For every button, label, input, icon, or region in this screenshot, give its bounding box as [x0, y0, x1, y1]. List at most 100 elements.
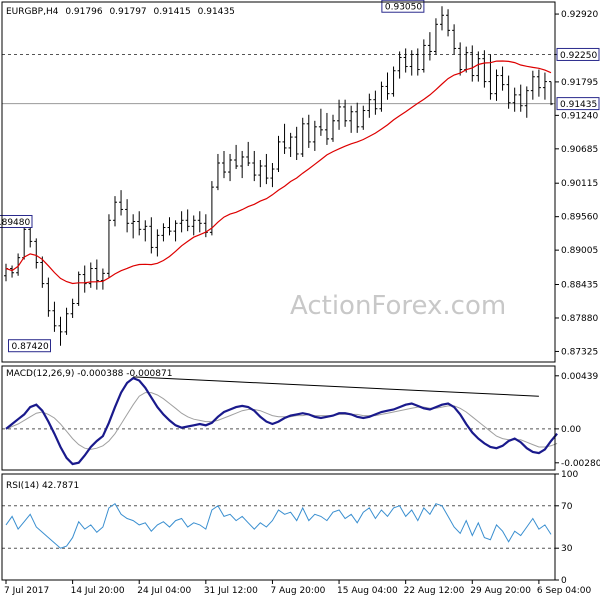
- macd-label: MACD(12,26,9) -0.000388 -0.000871: [6, 369, 172, 379]
- chart-ohlc-low: 0.91415: [154, 7, 191, 17]
- price-tick-label: 0.89560: [561, 213, 598, 223]
- candle: [246, 141, 251, 167]
- price-tick-label: 0.92920: [561, 10, 598, 20]
- candle: [524, 86, 529, 118]
- price-label-box: [381, 0, 425, 13]
- candle: [337, 99, 342, 130]
- candle: [373, 90, 378, 115]
- moving-average-line: [5, 60, 552, 285]
- candle: [119, 190, 124, 216]
- rsi-line: [5, 502, 552, 549]
- rsi-label: RSI(14) 42.7871: [6, 481, 79, 491]
- candle: [264, 153, 269, 185]
- candle: [282, 123, 287, 154]
- candle: [46, 277, 51, 317]
- candle: [222, 150, 226, 179]
- price-tick-label: 0.90115: [561, 179, 598, 189]
- candle: [4, 263, 8, 282]
- price-tick-label: 0.90685: [561, 145, 598, 155]
- candle: [482, 50, 487, 88]
- candle: [149, 217, 154, 254]
- candle: [361, 105, 366, 130]
- candle: [536, 69, 541, 97]
- chart-ohlc-close: 0.91435: [198, 7, 235, 17]
- chart-ohlc-open: 0.91796: [65, 7, 102, 17]
- candle: [10, 265, 15, 278]
- candle: [185, 209, 190, 232]
- x-tick-label: 29 Aug 20:00: [470, 586, 531, 596]
- candle: [215, 153, 220, 191]
- macd-tick-label: -0.002805: [561, 459, 600, 469]
- rsi-tick-label: 70: [561, 502, 573, 512]
- macd-tick-label: 0.00: [561, 425, 581, 435]
- candle: [40, 256, 45, 288]
- candle: [70, 298, 75, 318]
- price-label-box: [8, 339, 51, 353]
- candle: [155, 229, 160, 257]
- x-axis: 7 Jul 2017 14 Jul 20:00 24 Jul 04:00 31 Jul…: [4, 580, 592, 596]
- price-tick-label: 0.87880: [561, 314, 598, 324]
- candle: [276, 135, 281, 173]
- candle: [452, 24, 457, 55]
- candle: [476, 51, 481, 82]
- candle: [125, 199, 130, 233]
- price-tick-label: 0.89005: [561, 246, 598, 256]
- candle: [440, 6, 444, 31]
- chart-ohlc-high: 0.91797: [109, 7, 146, 17]
- candle: [173, 220, 178, 242]
- candle: [203, 214, 208, 238]
- candle: [500, 66, 505, 91]
- chart-header: EURGBP,H4 0.91796 0.91797 0.91415 0.9143…: [6, 7, 235, 17]
- price-label-text: 0.91435: [560, 100, 597, 110]
- x-tick-label: 6 Sep 04:00: [537, 586, 592, 596]
- candle: [240, 150, 245, 179]
- candle: [549, 81, 553, 106]
- macd-tick-label: 0.00439: [561, 372, 598, 382]
- candle: [391, 66, 396, 97]
- candle: [288, 132, 293, 157]
- candle: [82, 265, 87, 293]
- macd-signal-line: [5, 392, 558, 450]
- price-panel: 0.92920 0.92250 0.91795 0.91240 0.90685 0.901…: [0, 0, 600, 357]
- macd-main-line: [5, 376, 558, 466]
- candle: [137, 211, 142, 236]
- chart-symbol: EURGBP,H4: [6, 7, 59, 17]
- x-tick-label: 14 Jul 20:00: [71, 586, 125, 596]
- candle: [64, 307, 69, 335]
- price-label-text: 0.92250: [560, 51, 597, 61]
- x-tick-label: 31 Jul 12:00: [204, 586, 258, 596]
- candle: [131, 214, 136, 239]
- candle: [355, 102, 360, 133]
- candle: [446, 9, 451, 37]
- candle: [106, 214, 111, 278]
- panel-frame: [1, 365, 556, 471]
- candle: [258, 159, 263, 188]
- candle: [415, 48, 420, 76]
- macd-panel: 0.00439 0.00 -0.002805: [2, 372, 600, 469]
- candle: [209, 181, 214, 236]
- price-label-box: [0, 214, 33, 228]
- candle: [28, 224, 33, 248]
- price-label: 0.87420: [8, 339, 51, 353]
- x-tick-label: 7 Aug 20:00: [270, 586, 325, 596]
- candle: [113, 196, 117, 227]
- candle: [88, 262, 93, 288]
- candle: [143, 220, 148, 242]
- price-tick-label: 0.91795: [561, 78, 598, 88]
- candle: [294, 126, 299, 160]
- price-tick-label: 0.88435: [561, 281, 598, 291]
- candle: [488, 54, 493, 100]
- price-label: 0.89480: [0, 214, 33, 228]
- panel-frames: [1, 1, 556, 581]
- candle: [16, 253, 21, 276]
- candle: [542, 72, 547, 100]
- candle: [349, 105, 354, 133]
- candle: [306, 114, 311, 148]
- price-label: 0.93050: [381, 0, 425, 13]
- candle: [409, 50, 414, 76]
- candle: [228, 153, 233, 182]
- candle: [512, 87, 517, 112]
- rsi-panel: 100 70 30 0: [2, 470, 578, 586]
- rsi-tick-label: 30: [561, 544, 573, 554]
